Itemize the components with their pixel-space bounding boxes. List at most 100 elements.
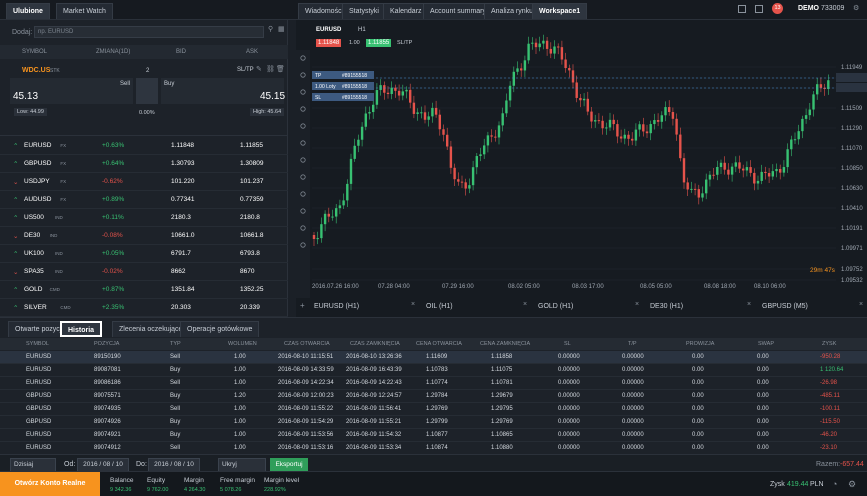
add-symbol-input[interactable]: np. EURUSD <box>34 26 264 38</box>
list-item[interactable]: ⌃ GBPUSD FX +0.64% 1.30793 1.30809 <box>0 155 288 173</box>
from-date-input[interactable]: 2016 / 08 / 10 <box>77 458 129 472</box>
bottom-tab[interactable]: Zlecenia oczekujące <box>112 321 190 337</box>
col-change[interactable]: ZMIANA(1D) <box>96 49 131 55</box>
chart-tab[interactable]: GOLD (H1) <box>538 303 574 310</box>
history-col[interactable]: POZYCJA <box>94 341 120 347</box>
list-item[interactable]: ⌃ EURUSD FX +0.63% 1.11848 1.11855 <box>0 137 288 155</box>
export-button[interactable]: Eksportuj <box>270 458 308 472</box>
chart-sltp[interactable]: SL/TP <box>397 40 413 46</box>
trend-tool-icon[interactable] <box>300 157 306 163</box>
list-item[interactable]: ⌃ GOLD CMD +0.87% 1351.84 1352.25 <box>0 281 288 299</box>
chart-symbol[interactable]: EURUSD <box>316 27 342 33</box>
shape-tool-icon[interactable] <box>300 174 306 180</box>
list-item[interactable]: ⌃ UK100 IND +0.05% 6791.7 6793.8 <box>0 245 288 263</box>
settings-icon[interactable]: ⚙ <box>848 479 857 489</box>
history-col[interactable]: WOLUMEN <box>228 341 257 347</box>
table-row[interactable]: GBPUSD 89075571 Buy 1.20 2016-08-09 12:00:23… <box>0 390 867 403</box>
text-tool-icon[interactable] <box>300 140 306 146</box>
link-icon[interactable]: ⛓ <box>266 66 275 73</box>
chart-lot[interactable]: 1.00 <box>349 40 360 46</box>
history-col[interactable]: SYMBOL <box>26 341 49 347</box>
candlestick-chart[interactable]: 1.119491.118481.117381.115091.112901.110… <box>296 20 867 317</box>
history-col[interactable]: ZYSK <box>822 341 837 347</box>
edit-icon[interactable]: ✎ <box>256 66 262 73</box>
chart-tab[interactable]: EURUSD (H1) <box>314 303 360 310</box>
col-bid[interactable]: BID <box>176 49 187 55</box>
close-icon[interactable]: × <box>859 301 864 308</box>
chart-tab[interactable]: OIL (H1) <box>426 303 453 310</box>
trash-icon[interactable]: 🗑 <box>276 66 285 73</box>
list-item[interactable]: ⌄ SPA35 IND -0.02% 8662 8670 <box>0 263 288 281</box>
settings-icon[interactable]: ⚙ <box>853 5 860 12</box>
hidden-select[interactable]: Ukryj <box>218 458 266 472</box>
history-col[interactable]: T/P <box>628 341 637 347</box>
table-row[interactable]: EURUSD 89074921 Buy 1.00 2016-08-09 11:53:56… <box>0 429 867 442</box>
layers-tool-icon[interactable] <box>300 225 306 231</box>
account-id[interactable]: 733009 <box>821 5 845 12</box>
notification-badge[interactable]: 13 <box>772 3 783 14</box>
fib-tool-icon[interactable] <box>300 106 306 112</box>
chart-tab[interactable]: DE30 (H1) <box>650 303 684 310</box>
rect-tool-icon[interactable] <box>300 123 306 129</box>
col-ask[interactable]: ASK <box>246 49 259 55</box>
top-tab[interactable]: Workspace1 <box>532 3 588 19</box>
history-col[interactable]: CZAS ZAMKNIĘCIA <box>350 341 400 347</box>
minimize-icon[interactable] <box>738 5 746 13</box>
history-col[interactable]: TYP <box>170 341 181 347</box>
table-row[interactable]: GBPUSD 89074926 Buy 1.00 2016-08-09 11:54:29… <box>0 416 867 429</box>
close-icon[interactable]: × <box>411 301 416 308</box>
to-date-input[interactable]: 2016 / 08 / 10 <box>148 458 200 472</box>
table-row[interactable]: EURUSD 89087081 Buy 1.00 2016-08-09 14:33:59… <box>0 364 867 377</box>
close-icon[interactable]: × <box>747 301 752 308</box>
order-label[interactable] <box>312 71 374 79</box>
top-tab[interactable]: Account summary <box>423 3 494 19</box>
featured-symbol[interactable]: WDC.US <box>22 67 51 74</box>
history-col[interactable]: CENA ZAMKNIĘCIA <box>480 341 531 347</box>
chart-buy-button[interactable]: 1.11855 <box>366 39 392 47</box>
share-tool-icon[interactable] <box>300 242 306 248</box>
close-icon[interactable]: × <box>523 301 528 308</box>
add-chart-icon[interactable]: + <box>300 301 305 310</box>
search-icon[interactable]: ⚲ <box>268 26 274 33</box>
table-row[interactable]: EURUSD 89150190 Sell 1.00 2016-08-10 11:15:5… <box>0 351 867 364</box>
window-icon[interactable] <box>755 5 763 13</box>
bottom-tab[interactable]: Operacje gotówkowe <box>180 321 260 337</box>
chart-sell-button[interactable]: 1.11848 <box>316 39 342 47</box>
tab-ulubione[interactable]: Ulubione <box>6 3 50 19</box>
crosshair-tool-icon[interactable] <box>300 55 306 61</box>
magnet-tool-icon[interactable] <box>300 191 306 197</box>
history-col[interactable]: CENA OTWARCIA <box>416 341 462 347</box>
col-symbol[interactable]: SYMBOL <box>22 49 48 55</box>
period-select[interactable]: Dzisiaj <box>10 458 56 472</box>
featured-sltp[interactable]: SL/TP <box>237 67 254 73</box>
list-item[interactable]: ⌃ AUDUSD FX +0.89% 0.77341 0.77359 <box>0 191 288 209</box>
qty-box[interactable] <box>136 78 158 104</box>
bottom-tab[interactable]: Historia <box>60 321 103 337</box>
line-tool-icon[interactable] <box>300 72 306 78</box>
sell-box[interactable]: Sell 45.13 <box>10 78 133 104</box>
list-item[interactable]: ⌃ US500 IND +0.11% 2180.3 2180.8 <box>0 209 288 227</box>
table-row[interactable]: GBPUSD 89074935 Sell 1.00 2016-08-09 11:55:2… <box>0 403 867 416</box>
list-item[interactable]: ⌃ SILVER CMD +2.35% 20.303 20.339 <box>0 299 288 317</box>
buy-box[interactable]: Buy 45.15 <box>161 78 285 104</box>
order-label[interactable] <box>312 93 374 101</box>
featured-qty[interactable]: 2 <box>146 68 150 74</box>
list-item[interactable]: ⌄ USDJPY FX -0.62% 101.220 101.237 <box>0 173 288 191</box>
lock-tool-icon[interactable] <box>300 208 306 214</box>
history-col[interactable]: SL <box>564 341 571 347</box>
grid-icon[interactable]: ▦ <box>278 26 285 33</box>
close-icon[interactable]: × <box>635 301 640 308</box>
tab-market-watch[interactable]: Market Watch <box>56 3 113 19</box>
order-label[interactable] <box>312 82 374 90</box>
horizontal-tool-icon[interactable] <box>300 89 306 95</box>
chat-icon[interactable]: ◔ <box>832 479 838 489</box>
table-row[interactable]: EURUSD 89086186 Sell 1.00 2016-08-09 14:22:3… <box>0 377 867 390</box>
top-tab[interactable]: Kalendarz <box>383 3 429 19</box>
open-real-account-button[interactable]: Otwórz Konto Realne <box>0 472 100 496</box>
list-item[interactable]: ⌄ DE30 IND -0.08% 10661.0 10661.8 <box>0 227 288 245</box>
history-col[interactable]: PROWIZJA <box>686 341 715 347</box>
history-col[interactable]: SWAP <box>758 341 774 347</box>
chart-timeframe[interactable]: H1 <box>358 27 366 33</box>
history-col[interactable]: CZAS OTWARCIA <box>284 341 330 347</box>
top-tab[interactable]: Statystyki <box>342 3 386 19</box>
